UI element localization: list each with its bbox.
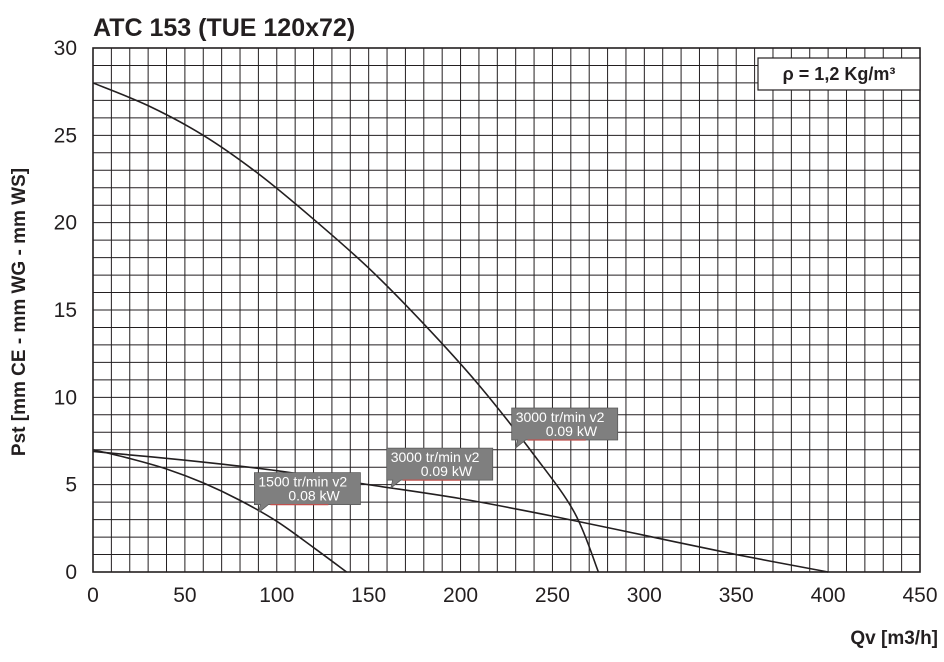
tick-labels: 0 50 100 150 200 250 300 350 400 450 0 5 10 15 20 25 30 bbox=[54, 37, 938, 607]
x-tick-label: 300 bbox=[627, 584, 662, 607]
curve-label-power: 0.09 kW bbox=[546, 423, 598, 439]
curve-label-3: 1500 tr/min v20.08 kW bbox=[254, 472, 361, 514]
y-tick-label: 20 bbox=[54, 212, 77, 235]
curve-label-1: 3000 tr/min v20.09 kW bbox=[511, 407, 619, 450]
curve-label-2: 3000 tr/min v20.09 kW bbox=[386, 447, 494, 490]
curve-label-speed: 1500 tr/min v2 bbox=[258, 474, 347, 490]
y-tick-label: 15 bbox=[54, 299, 77, 322]
curve-label-power: 0.09 kW bbox=[421, 463, 473, 479]
x-tick-label: 250 bbox=[535, 584, 570, 607]
series-curve-3 bbox=[92, 448, 348, 573]
x-tick-label: 450 bbox=[902, 584, 937, 607]
x-tick-label: 100 bbox=[259, 584, 294, 607]
y-tick-label: 5 bbox=[65, 474, 77, 497]
y-axis-label: Pst [mm CE - mm WG - mm WS] bbox=[9, 168, 30, 456]
curve-label-speed: 3000 tr/min v2 bbox=[516, 409, 605, 425]
density-note-text: ρ = 1,2 Kg/m³ bbox=[783, 64, 896, 84]
x-tick-label: 200 bbox=[443, 584, 478, 607]
plot-frame bbox=[92, 47, 921, 573]
y-tick-label: 0 bbox=[65, 561, 77, 584]
grid-lines bbox=[92, 47, 921, 573]
chart-title: ATC 153 (TUE 120x72) bbox=[93, 14, 355, 42]
x-tick-label: 0 bbox=[87, 584, 99, 607]
x-axis-label: Qv [m3/h] bbox=[850, 628, 938, 649]
curve-label-box bbox=[254, 472, 361, 514]
y-tick-label: 10 bbox=[54, 386, 77, 409]
curve-label-box bbox=[511, 407, 619, 450]
y-tick-label: 30 bbox=[54, 37, 77, 60]
curve-label-box bbox=[386, 447, 494, 490]
x-tick-label: 50 bbox=[173, 584, 196, 607]
x-tick-label: 400 bbox=[811, 584, 846, 607]
x-tick-label: 350 bbox=[719, 584, 754, 607]
series-curve-1 bbox=[92, 82, 600, 573]
density-note: ρ = 1,2 Kg/m³ bbox=[757, 57, 921, 91]
curve-label-power: 0.08 kW bbox=[288, 488, 340, 504]
series-curves bbox=[92, 82, 829, 573]
y-tick-label: 25 bbox=[54, 124, 77, 147]
series-curve-2 bbox=[92, 450, 829, 573]
x-tick-label: 150 bbox=[351, 584, 386, 607]
curve-label-speed: 3000 tr/min v2 bbox=[391, 449, 480, 465]
density-note-box bbox=[757, 57, 921, 91]
